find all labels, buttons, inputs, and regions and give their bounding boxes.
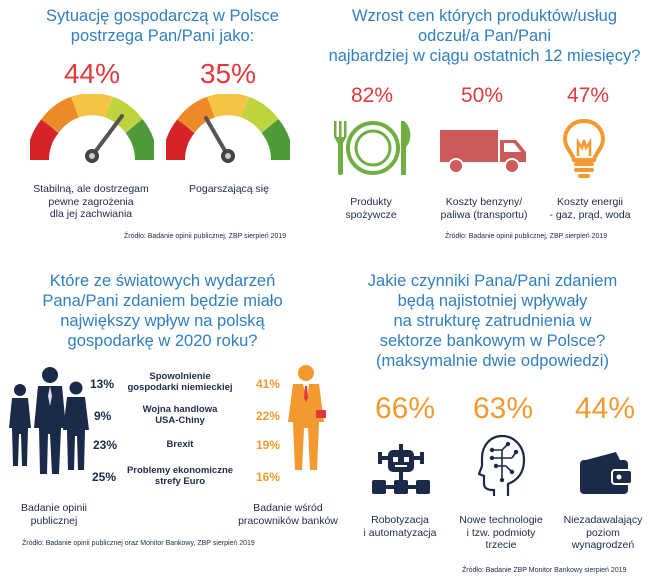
q1-gauge1-percent: 44% [63, 58, 121, 89]
row-label-line: Problemy ekonomiczne [126, 465, 234, 476]
q3-row3-label: Brexit [110, 439, 250, 450]
q4-item2-caption: Nowe technologie i tzw. podmioty trzecie [448, 514, 554, 552]
caption-line: publicznej [30, 514, 78, 527]
caption-line: dla jej zachwiania [49, 208, 133, 220]
q3-row3-left-percent: 23% [93, 438, 118, 452]
q4-title-line1: Jakie czynniki Pana/Pani zdaniem [367, 272, 618, 290]
q2-title-line2: odczuł/a Pan/Pani [417, 27, 551, 45]
q4-item3-percent: 44% [574, 392, 636, 425]
robot-icon [372, 444, 430, 494]
truck-icon [440, 130, 526, 174]
q3-title-line4: gospodarkę w 2020 roku? [67, 332, 258, 350]
q3-row4-right-percent: 16% [256, 470, 281, 484]
q3-title-line3: największy wpływ na polską [60, 312, 265, 330]
q3-right-group-label: Badanie wśród pracowników banków [232, 502, 344, 527]
q3-row2-right-percent: 22% [256, 409, 281, 423]
caption-line: Produkty [350, 196, 392, 208]
caption-line: spożywcze [345, 208, 397, 221]
q4-item3-caption: Niezadawalający poziom wynagrodzeń [554, 514, 652, 552]
q2-source: Źródło: Badanie opinii publicznej, ZBP s… [445, 233, 608, 240]
circuit-head-icon [478, 434, 526, 496]
caption-line: i tzw. podmioty [466, 526, 536, 539]
caption-line: trzecie [485, 539, 517, 551]
q3-row4-label: Problemy ekonomiczne strefy Euro [110, 465, 250, 487]
q1-gauge1-caption: Stabilną, ale dostrzegam pewne zagrożeni… [16, 183, 166, 221]
q2-item1-caption: Produkty spożywcze [318, 196, 424, 221]
caption-line: Koszty energii [557, 196, 623, 208]
q4-item1-caption: Robotyzacja i automatyzacja [350, 514, 450, 539]
row-label-line: gospodarki niemieckiej [127, 382, 233, 393]
q3-title: Które ze światowych wydarzeń Pana/Pani z… [10, 271, 315, 351]
q4-source: Źródło: Badanie ZBP Monitor Bankowy sier… [462, 567, 627, 574]
q1-title-line2: postrzega Pan/Pani jako: [70, 27, 255, 45]
q3-left-group-label: Badanie opinii publicznej [4, 502, 104, 527]
caption-line: Nowe technologie [459, 514, 543, 526]
q2-title-line3: najbardziej w ciągu ostatnich 12 miesięc… [328, 47, 641, 65]
plate-cutlery-icon [334, 121, 411, 175]
q4-title: Jakie czynniki Pana/Pani zdaniem będą na… [340, 271, 645, 371]
caption-line: Stabilną, ale dostrzegam [33, 183, 149, 195]
caption-line: Badanie wśród [253, 502, 323, 514]
caption-line: Pogarszającą się [189, 183, 269, 195]
caption-line: Koszty benzyny/ [445, 196, 523, 208]
q3-row2-label: Wojna handlowa USA-Chiny [110, 404, 250, 426]
caption-line: - gaz, prąd, woda [549, 208, 631, 221]
q2-item3-caption: Koszty energii - gaz, prąd, woda [536, 196, 644, 221]
row-label-line: strefy Euro [154, 476, 206, 487]
row-label-line: Brexit [166, 439, 194, 450]
row-label-line: USA-Chiny [155, 415, 205, 426]
q3-row4-left-percent: 25% [92, 470, 117, 484]
q4-title-line5: (maksymalnie dwie odpowiedzi) [376, 352, 609, 370]
q3-source: Źródło: Badanie opinii publicznej oraz M… [22, 540, 255, 547]
q4-item1-percent: 66% [374, 392, 436, 425]
caption-line: Niezadawalający [563, 514, 643, 526]
row-label-line: Spowolnienie [149, 371, 211, 382]
q3-title-line1: Które ze światowych wydarzeń [49, 272, 276, 290]
caption-line: Badanie opinii [21, 502, 87, 514]
q1-gauge2-percent: 35% [199, 58, 257, 89]
q4-item2-percent: 63% [472, 392, 534, 425]
q3-row1-label: Spowolnienie gospodarki niemieckiej [110, 371, 250, 393]
q3-row1-left-percent: 13% [90, 377, 115, 391]
row-label-line: Wojna handlowa [142, 404, 218, 415]
q4-title-line4: sektorze bankowym w Polsce? [379, 332, 606, 350]
q1-title: Sytuację gospodarczą w Polsce postrzega … [10, 6, 315, 46]
wallet-icon [580, 452, 633, 494]
caption-line: wynagrodzeń [571, 539, 635, 551]
gauge-icon [166, 94, 290, 163]
caption-line: poziom [586, 526, 620, 539]
businessman-icon [288, 365, 326, 470]
caption-line: pracowników banków [238, 514, 338, 527]
q2-item2-percent: 50% [460, 84, 504, 107]
q2-title-line1: Wzrost cen których produktów/usług [351, 7, 618, 25]
business-people-icon [9, 367, 89, 474]
gauge-icon [30, 94, 154, 163]
q3-row1-right-percent: 41% [256, 377, 281, 391]
caption-line: Robotyzacja [371, 514, 429, 526]
caption-line: pewne zagrożenia [48, 195, 134, 208]
q1-gauge2-caption: Pogarszającą się [166, 183, 292, 196]
light-bulb-icon [562, 118, 606, 178]
q1-source: Źródło: Badanie opinii publicznej, ZBP s… [124, 233, 287, 240]
q3-row3-right-percent: 19% [256, 438, 281, 452]
caption-line: i automatyzacja [363, 526, 437, 539]
caption-line: paliwa (transportu) [440, 208, 528, 221]
q2-item3-percent: 47% [566, 84, 610, 107]
q2-item1-percent: 82% [350, 84, 394, 107]
q2-item2-caption: Koszty benzyny/ paliwa (transportu) [428, 196, 540, 221]
q3-row2-left-percent: 9% [94, 409, 112, 423]
q3-title-line2: Pana/Pani zdaniem będzie miało [42, 292, 283, 310]
q1-title-line1: Sytuację gospodarczą w Polsce [46, 7, 279, 25]
q2-title: Wzrost cen których produktów/usług odczu… [322, 6, 647, 66]
q4-title-line2: będą najistotniej wpływały [397, 292, 588, 310]
q4-title-line3: na strukturę zatrudnienia w [393, 312, 592, 330]
